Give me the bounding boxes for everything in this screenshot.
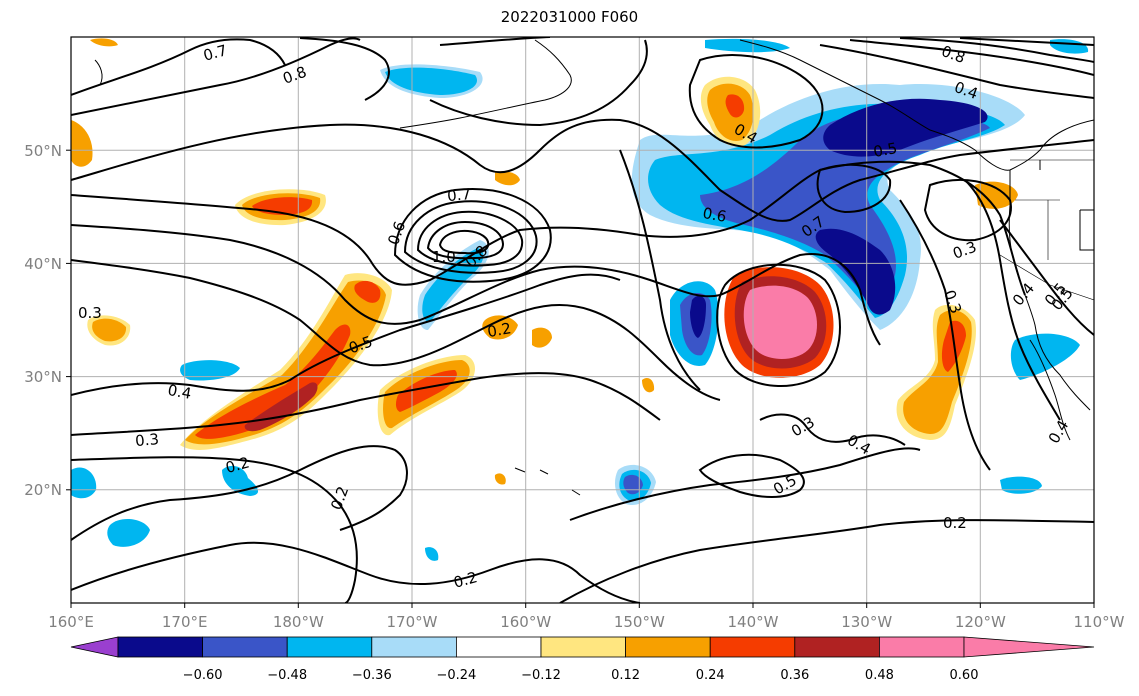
contour-label: 0.2 xyxy=(486,319,513,341)
coastline-aleutians xyxy=(399,39,572,129)
x-tick-label: 160°E xyxy=(48,613,94,631)
contour-8 xyxy=(71,445,408,541)
contour-upper-right-2 xyxy=(819,44,1094,99)
contour-4 xyxy=(71,259,721,401)
shaded-anomalies xyxy=(71,38,1089,561)
x-tick-label: 150°W xyxy=(614,613,665,631)
contour-3 xyxy=(71,224,881,346)
contour-low-4 xyxy=(426,220,505,260)
y-tick-label: 40°N xyxy=(24,255,62,273)
negative-anomaly-core-2 xyxy=(815,228,896,315)
contour-right-ring xyxy=(923,179,1012,242)
contour-low-3 xyxy=(416,210,524,267)
colorbar-label: 0.60 xyxy=(950,668,979,683)
plot-frame xyxy=(70,36,1095,604)
contour-label: 0.5 xyxy=(872,139,899,161)
colorbar-label: −0.48 xyxy=(267,668,307,683)
contour-low-1 xyxy=(393,188,552,283)
map-title: 2022031000 F060 xyxy=(500,8,639,26)
contour-16 xyxy=(999,219,1094,336)
colorbar-labels: −0.60 −0.48 −0.36 −0.24 −0.12 0.12 0.24 … xyxy=(183,668,979,683)
contour-label: 0.7 xyxy=(446,185,471,205)
contour-7 xyxy=(71,456,358,603)
contour-9 xyxy=(71,541,641,603)
contour-low-2 xyxy=(403,200,538,274)
coastline-hawaii xyxy=(514,467,581,496)
colorbar xyxy=(70,636,1095,658)
colorbar-swatch xyxy=(794,636,880,658)
colorbar-label: −0.36 xyxy=(352,668,392,683)
contour-center-ring xyxy=(716,263,841,388)
colorbar-swatch xyxy=(540,636,626,658)
x-tick-label: 160°W xyxy=(500,613,551,631)
x-tick-label: 110°W xyxy=(1074,613,1125,631)
x-tick-label: 140°W xyxy=(728,613,779,631)
colorbar-swatch xyxy=(879,636,965,658)
colorbar-label: 0.24 xyxy=(696,668,725,683)
contour-2 xyxy=(71,160,1026,296)
contour-11 xyxy=(569,447,921,521)
contour-label: 0.2 xyxy=(943,514,967,532)
contour-label: 0.3 xyxy=(134,430,159,450)
colorbar-swatch xyxy=(70,636,119,658)
contours xyxy=(71,37,1094,603)
contour-nw xyxy=(71,38,286,96)
contour-left-right xyxy=(619,149,701,391)
y-tick-label: 20°N xyxy=(24,481,62,499)
contour-nw-2 xyxy=(71,37,361,116)
colorbar-swatch xyxy=(286,636,373,658)
colorbar-swatch xyxy=(963,636,1095,658)
colorbar-label: −0.60 xyxy=(183,668,223,683)
colorbar-label: 0.36 xyxy=(780,668,809,683)
colorbar-swatch xyxy=(202,636,288,658)
y-tick-label: 30°N xyxy=(24,368,62,386)
state-borders xyxy=(999,159,1094,301)
contour-nw-3 xyxy=(299,37,390,101)
colorbar-label: 0.48 xyxy=(865,668,894,683)
contour-label: 1.0 xyxy=(432,248,456,266)
contour-14 xyxy=(899,199,991,471)
contour-upper-right-3 xyxy=(899,37,1094,63)
y-axis-labels: 20°N 30°N 40°N 50°N xyxy=(24,142,62,499)
contour-13 xyxy=(759,413,906,446)
x-axis-labels: 160°E 170°E 180°W 170°W 160°W 150°W 140°… xyxy=(48,613,1124,631)
contour-ne-lobe xyxy=(688,54,824,149)
colorbar-swatch xyxy=(455,636,542,658)
coastline-baja xyxy=(1029,339,1071,441)
contour-label: 0.2 xyxy=(452,568,480,592)
x-tick-label: 180°W xyxy=(273,613,324,631)
contour-1 xyxy=(71,118,1094,222)
colorbar-label: −0.24 xyxy=(436,668,476,683)
colorbar-swatch xyxy=(371,636,457,658)
colorbar-label: 0.12 xyxy=(611,668,640,683)
colorbar-swatch xyxy=(625,636,711,658)
coastline-north-america xyxy=(739,39,1094,171)
contour-label: 0.6 xyxy=(701,204,728,226)
contour-ne-inner xyxy=(816,163,892,214)
contour-low-5 xyxy=(438,229,490,255)
contour-label: 0.4 xyxy=(166,381,193,403)
y-tick-label: 50°N xyxy=(24,142,62,160)
contour-12 xyxy=(698,453,805,498)
x-tick-label: 170°E xyxy=(162,613,208,631)
negative-anomaly-ne-pacific-mid xyxy=(700,113,990,305)
contour-label: 0.2 xyxy=(224,453,252,477)
contour-10 xyxy=(559,519,1094,603)
contour-upper-right-4 xyxy=(959,37,1094,46)
colorbar-label: −0.12 xyxy=(521,668,561,683)
contour-5 xyxy=(71,273,621,396)
colorbar-swatch xyxy=(709,636,796,658)
x-tick-label: 120°W xyxy=(955,613,1006,631)
contour-6 xyxy=(71,372,661,436)
contour-label: 0.3 xyxy=(78,304,102,322)
contour-upper-right-1 xyxy=(849,39,1094,76)
contour-15 xyxy=(964,179,1061,421)
contour-label: 0.7 xyxy=(201,41,229,65)
colorbar-swatch xyxy=(117,636,203,658)
x-tick-label: 170°W xyxy=(387,613,438,631)
negative-anomaly-ne-pacific-core xyxy=(823,98,988,157)
x-tick-label: 130°W xyxy=(841,613,892,631)
tick-marks xyxy=(66,149,1095,608)
